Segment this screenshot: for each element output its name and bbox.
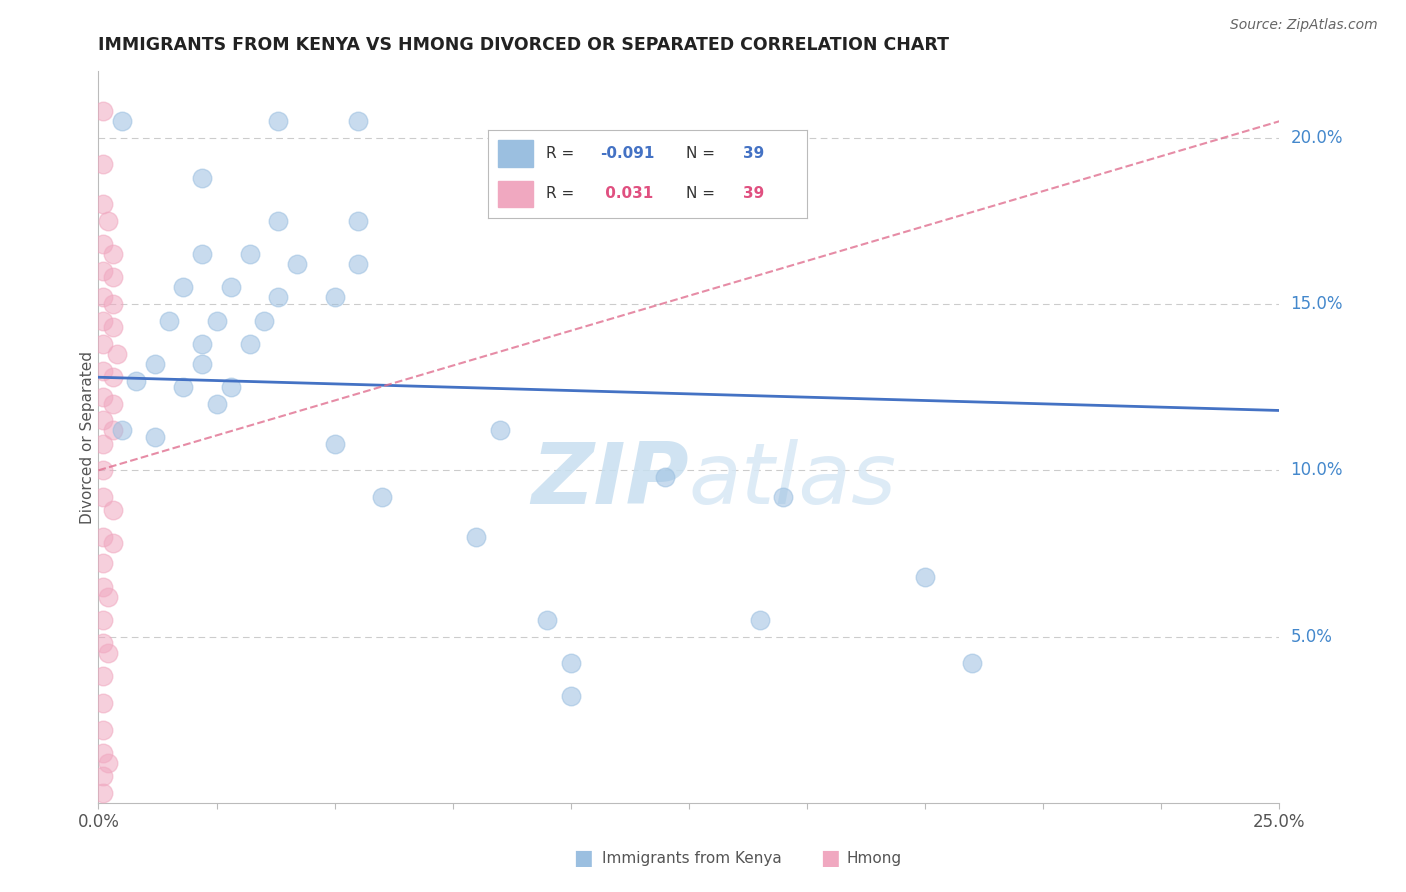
- Text: ZIP: ZIP: [531, 440, 689, 523]
- Point: [560, 690, 582, 704]
- Point: [101, 320, 124, 334]
- Point: [253, 314, 276, 328]
- Point: [560, 656, 582, 670]
- Point: [962, 656, 984, 670]
- Point: [205, 397, 228, 411]
- Point: [111, 114, 134, 128]
- Point: [191, 337, 214, 351]
- Text: 15.0%: 15.0%: [1291, 295, 1343, 313]
- Point: [91, 746, 114, 760]
- Point: [91, 786, 114, 800]
- Point: [111, 424, 134, 438]
- Point: [347, 214, 370, 228]
- Point: [91, 237, 114, 252]
- Point: [91, 157, 114, 171]
- Point: [91, 557, 114, 571]
- Point: [772, 490, 794, 504]
- Text: ■: ■: [820, 848, 839, 868]
- Point: [143, 430, 166, 444]
- Point: [91, 723, 114, 737]
- Point: [536, 613, 558, 627]
- Point: [239, 337, 262, 351]
- Point: [97, 646, 120, 660]
- Point: [371, 490, 394, 504]
- Point: [285, 257, 308, 271]
- Point: [91, 363, 114, 377]
- Text: Source: ZipAtlas.com: Source: ZipAtlas.com: [1230, 18, 1378, 32]
- Point: [91, 669, 114, 683]
- Text: 5.0%: 5.0%: [1291, 628, 1333, 646]
- Point: [347, 114, 370, 128]
- Text: 20.0%: 20.0%: [1291, 128, 1343, 147]
- Point: [91, 696, 114, 710]
- Point: [191, 170, 214, 185]
- Point: [91, 769, 114, 783]
- Point: [172, 280, 194, 294]
- Point: [219, 280, 242, 294]
- Point: [267, 214, 290, 228]
- Text: IMMIGRANTS FROM KENYA VS HMONG DIVORCED OR SEPARATED CORRELATION CHART: IMMIGRANTS FROM KENYA VS HMONG DIVORCED …: [98, 36, 949, 54]
- Text: Hmong: Hmong: [846, 851, 901, 865]
- Text: ■: ■: [574, 848, 593, 868]
- Point: [465, 530, 488, 544]
- Point: [91, 290, 114, 304]
- Point: [219, 380, 242, 394]
- Point: [101, 247, 124, 261]
- Point: [91, 337, 114, 351]
- Point: [347, 257, 370, 271]
- Point: [101, 397, 124, 411]
- Point: [101, 536, 124, 550]
- Y-axis label: Divorced or Separated: Divorced or Separated: [80, 351, 94, 524]
- Point: [191, 357, 214, 371]
- Point: [91, 636, 114, 650]
- Point: [91, 490, 114, 504]
- Point: [143, 357, 166, 371]
- Point: [323, 290, 346, 304]
- Point: [654, 470, 676, 484]
- Point: [101, 503, 124, 517]
- Point: [172, 380, 194, 394]
- Point: [101, 270, 124, 285]
- Point: [125, 374, 148, 388]
- Point: [239, 247, 262, 261]
- Point: [91, 390, 114, 404]
- Point: [267, 114, 290, 128]
- Point: [157, 314, 180, 328]
- Point: [91, 613, 114, 627]
- Point: [267, 290, 290, 304]
- Point: [205, 314, 228, 328]
- Point: [748, 613, 770, 627]
- Point: [97, 756, 120, 770]
- Point: [105, 347, 128, 361]
- Text: 10.0%: 10.0%: [1291, 461, 1343, 479]
- Point: [101, 370, 124, 384]
- Point: [101, 297, 124, 311]
- Point: [191, 247, 214, 261]
- Point: [323, 436, 346, 450]
- Text: atlas: atlas: [689, 440, 897, 523]
- Point: [91, 314, 114, 328]
- Point: [91, 436, 114, 450]
- Point: [91, 580, 114, 594]
- Point: [91, 463, 114, 477]
- Point: [91, 413, 114, 427]
- Point: [91, 264, 114, 278]
- Point: [489, 424, 512, 438]
- Text: Immigrants from Kenya: Immigrants from Kenya: [602, 851, 782, 865]
- Point: [91, 104, 114, 119]
- Point: [91, 530, 114, 544]
- Point: [97, 590, 120, 604]
- Point: [97, 214, 120, 228]
- Point: [914, 570, 936, 584]
- Point: [91, 197, 114, 211]
- Point: [101, 424, 124, 438]
